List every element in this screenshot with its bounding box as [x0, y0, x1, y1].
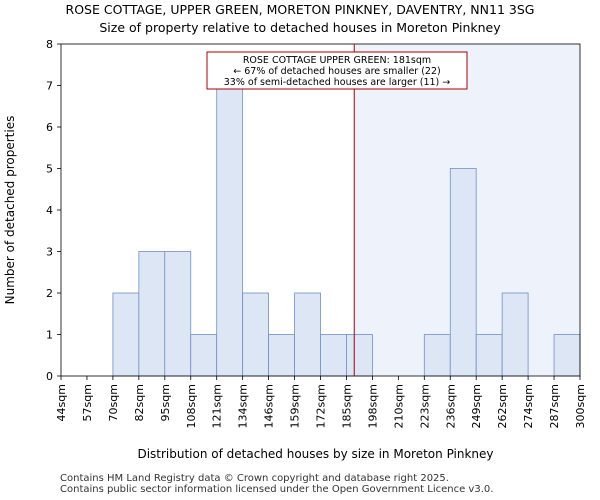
x-tick-label: 185sqm	[340, 384, 353, 428]
bar-95sqm	[164, 251, 192, 377]
bar-70sqm	[112, 292, 140, 377]
bar-223sqm	[423, 334, 451, 377]
bar-121sqm	[216, 85, 244, 377]
bar-134sqm	[242, 292, 269, 377]
y-axis-label: Number of detached properties	[3, 116, 17, 305]
x-tick-label: 159sqm	[289, 384, 302, 428]
footer-licence: Contains public sector information licen…	[60, 484, 494, 495]
annotation-line-2: ← 67% of detached houses are smaller (22…	[233, 66, 440, 77]
x-tick-label: 134sqm	[237, 384, 250, 428]
x-tick-label: 198sqm	[366, 384, 379, 428]
x-tick-label: 300sqm	[574, 384, 587, 428]
x-tick-label: 223sqm	[418, 384, 431, 428]
bar-185sqm	[346, 334, 373, 377]
bar-172sqm	[320, 334, 347, 377]
annotation-box	[206, 51, 468, 90]
chart-subtitle: Size of property relative to detached ho…	[99, 20, 501, 35]
x-tick-label: 210sqm	[392, 384, 405, 428]
chart-title: ROSE COTTAGE, UPPER GREEN, MORETON PINKN…	[65, 2, 535, 17]
y-tick-label: 2	[46, 287, 53, 300]
axes-frame	[60, 43, 581, 377]
x-tick-label: 249sqm	[470, 384, 483, 428]
x-tick-label: 274sqm	[522, 384, 535, 428]
bar-146sqm	[268, 334, 295, 377]
bar-236sqm	[449, 168, 477, 377]
x-tick-label: 262sqm	[496, 384, 509, 428]
annotation-line-1: ROSE COTTAGE UPPER GREEN: 181sqm	[243, 55, 431, 66]
bar-159sqm	[294, 292, 321, 377]
x-tick-label: 70sqm	[107, 384, 120, 421]
y-tick-label: 5	[46, 163, 53, 176]
x-tick-label: 108sqm	[185, 384, 198, 428]
bar-287sqm	[553, 334, 581, 377]
y-tick-label: 0	[46, 370, 53, 383]
x-tick-label: 172sqm	[315, 384, 328, 428]
annotation-line-3: 33% of semi-detached houses are larger (…	[224, 77, 451, 88]
bar-249sqm	[475, 334, 503, 377]
y-tick-label: 7	[46, 80, 53, 93]
x-tick-label: 44sqm	[55, 384, 68, 421]
footer-copyright: Contains HM Land Registry data © Crown c…	[60, 473, 449, 484]
y-tick-label: 6	[46, 121, 53, 134]
x-tick-label: 146sqm	[263, 384, 276, 428]
y-tick-label: 1	[46, 329, 53, 342]
x-tick-label: 236sqm	[444, 384, 457, 428]
bar-82sqm	[138, 251, 166, 377]
y-tick-label: 4	[46, 204, 53, 217]
bar-262sqm	[501, 292, 529, 377]
x-tick-label: 57sqm	[81, 384, 94, 421]
x-tick-label: 82sqm	[133, 384, 146, 421]
x-tick-label: 121sqm	[211, 384, 224, 428]
histogram-chart: 0 1 2 3 4 5 6 7 8 44sqm 57sqm 70sqm 82sqm 95sqm 108sq…	[3, 38, 587, 461]
y-tick-label: 3	[46, 246, 53, 259]
x-tick-label: 287sqm	[548, 384, 561, 428]
x-axis-label: Distribution of detached houses by size …	[137, 447, 493, 461]
bar-108sqm	[190, 334, 218, 377]
y-tick-label: 8	[46, 38, 53, 51]
x-tick-label: 95sqm	[159, 384, 172, 421]
